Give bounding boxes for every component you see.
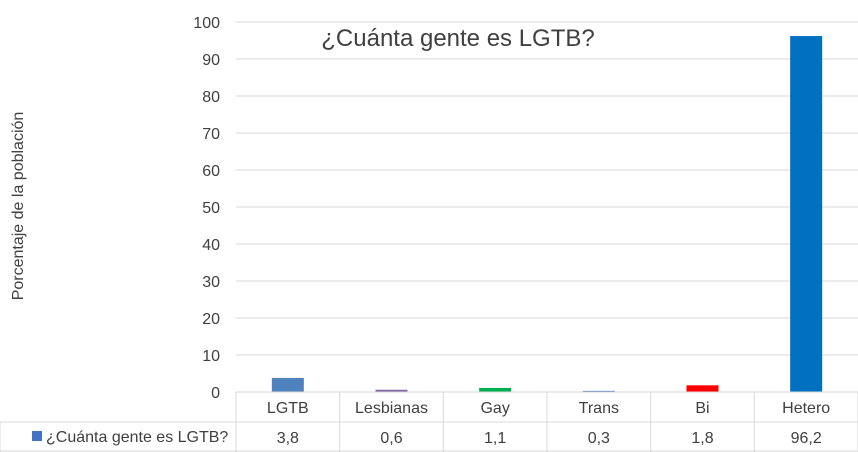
legend-swatch [32,431,42,441]
data-label: 1,1 [484,430,506,447]
y-tick-label: 70 [202,126,220,143]
data-label: 0,3 [588,430,610,447]
y-tick-label: 100 [193,15,220,32]
gridlines [236,21,858,393]
bars [271,36,823,393]
y-tick-label: 10 [202,348,220,365]
y-tick-label: 40 [202,237,220,254]
x-tick-label: Gay [480,400,509,417]
y-tick-label: 20 [202,311,220,328]
bar-hetero [790,36,823,393]
bar-gay [479,387,512,392]
y-tick-label: 50 [202,200,220,217]
chart-title: ¿Cuánta gente es LGTB? [321,25,595,52]
data-label: 96,2 [791,430,822,447]
x-tick-label: Lesbianas [355,400,428,417]
data-label: 3,8 [277,430,299,447]
y-tick-label: 90 [202,52,220,69]
x-tick-label: Hetero [782,400,830,417]
data-label: 0,6 [380,430,402,447]
bar-lgtb [271,377,304,392]
x-tick-label: Bi [695,400,709,417]
y-axis-label: Porcentaje de la población [10,112,27,301]
x-tick-label: Trans [579,400,619,417]
y-tick-label: 30 [202,274,220,291]
data-label: 1,8 [691,430,713,447]
y-tick-label: 60 [202,163,220,180]
data-table: LGTB Lesbianas Gay Trans Bi Hetero ¿Cuánta gen… [0,391,858,452]
y-tick-label: 80 [202,89,220,106]
bar-bi [686,385,719,392]
bar-trans [582,390,615,392]
legend-series-name: ¿Cuánta gente es LGTB? [46,429,228,446]
y-tick-label: 0 [211,385,220,402]
y-axis-ticks: 0 10 20 30 40 50 60 70 80 90 100 [193,15,220,402]
bar-lesbianas [375,389,408,392]
x-tick-label: LGTB [267,400,309,417]
